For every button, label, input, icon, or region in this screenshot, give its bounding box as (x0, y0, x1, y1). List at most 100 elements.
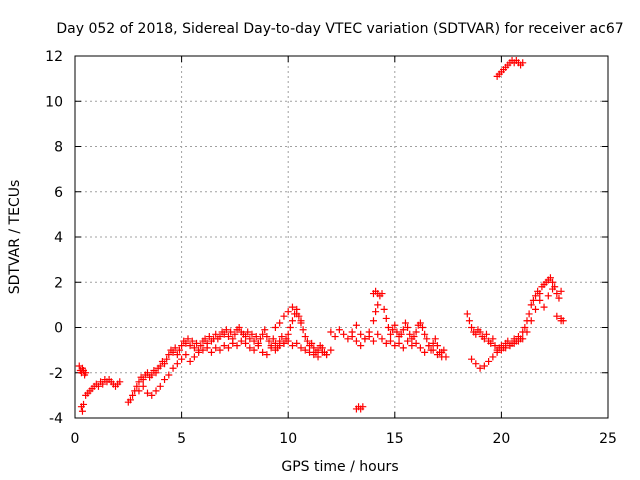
data-point (306, 348, 314, 356)
x-axis-label: GPS time / hours (281, 459, 398, 475)
data-point (532, 292, 540, 300)
data-point (399, 344, 407, 352)
data-point (225, 333, 233, 341)
data-point (384, 324, 392, 331)
data-point (365, 333, 373, 341)
data-point (184, 335, 192, 343)
data-point (529, 296, 537, 304)
data-point (248, 330, 256, 338)
y-tick-label: 2 (54, 275, 63, 291)
data-point (135, 378, 143, 386)
data-point (201, 335, 209, 343)
data-point (169, 364, 177, 372)
data-point (468, 355, 476, 363)
data-point (242, 333, 250, 341)
data-point (303, 337, 311, 345)
data-point (225, 344, 233, 352)
data-point (94, 382, 102, 390)
x-tick-label: 0 (71, 431, 80, 447)
y-tick-label: 4 (54, 230, 63, 246)
data-point (148, 371, 156, 379)
data-point (482, 330, 490, 338)
data-point (203, 344, 211, 352)
data-point (393, 328, 401, 336)
x-tick-label: 20 (492, 431, 510, 447)
data-point (284, 308, 292, 316)
data-point (297, 317, 305, 325)
data-point (419, 324, 427, 331)
data-point (133, 382, 141, 390)
data-point (293, 339, 301, 347)
data-point (323, 351, 331, 359)
data-point (156, 362, 164, 370)
data-point (246, 335, 254, 343)
data-point (389, 326, 397, 334)
data-point (493, 348, 501, 356)
data-point (288, 317, 296, 325)
data-point (408, 342, 416, 350)
data-point (244, 328, 252, 336)
data-point (387, 330, 395, 338)
data-point (489, 353, 497, 361)
data-point (250, 337, 258, 345)
data-point (378, 335, 386, 343)
data-point (280, 312, 288, 320)
data-point (412, 339, 420, 347)
data-point (465, 317, 473, 325)
data-point (314, 346, 322, 354)
axis-ticks (74, 55, 609, 419)
data-point (463, 310, 471, 318)
x-tick-label: 25 (599, 431, 617, 447)
data-point (152, 387, 160, 395)
chart-title: Day 052 of 2018, Sidereal Day-to-day VTE… (56, 21, 623, 37)
data-point (382, 314, 390, 322)
data-point (143, 389, 151, 397)
data-point (263, 333, 271, 341)
data-point (207, 348, 215, 356)
y-tick-label: 10 (45, 94, 63, 110)
data-point (369, 317, 377, 325)
data-point (553, 312, 561, 320)
data-point (116, 378, 124, 386)
data-point (391, 321, 399, 329)
data-point (421, 330, 429, 338)
data-point (438, 348, 446, 356)
data-point (171, 344, 179, 352)
data-point (246, 344, 254, 352)
data-point (327, 328, 335, 336)
x-tick-label: 10 (279, 431, 297, 447)
data-point (374, 290, 382, 298)
data-point (190, 353, 198, 361)
data-point (297, 344, 305, 352)
data-point (359, 403, 367, 411)
data-point (212, 344, 220, 352)
data-point (299, 326, 307, 334)
data-point (480, 362, 488, 370)
data-point (163, 355, 171, 363)
data-point (269, 335, 277, 343)
data-point (310, 351, 318, 359)
data-point (259, 348, 267, 356)
data-point (391, 342, 399, 350)
data-point (387, 337, 395, 345)
data-point (135, 387, 143, 395)
data-point (335, 326, 343, 334)
data-point (301, 346, 309, 354)
data-point (502, 344, 510, 352)
data-point (553, 290, 561, 298)
data-point (442, 353, 450, 361)
data-point (267, 344, 275, 352)
data-point (401, 319, 409, 327)
data-point (395, 339, 403, 347)
data-point (406, 330, 414, 338)
data-point (261, 326, 269, 334)
data-point (173, 360, 181, 368)
data-point (536, 290, 544, 298)
data-point (216, 333, 224, 341)
data-point (521, 324, 529, 331)
data-point (190, 344, 198, 352)
data-point (186, 342, 194, 350)
data-point (429, 339, 437, 347)
data-point (252, 333, 260, 341)
data-point (352, 321, 360, 329)
